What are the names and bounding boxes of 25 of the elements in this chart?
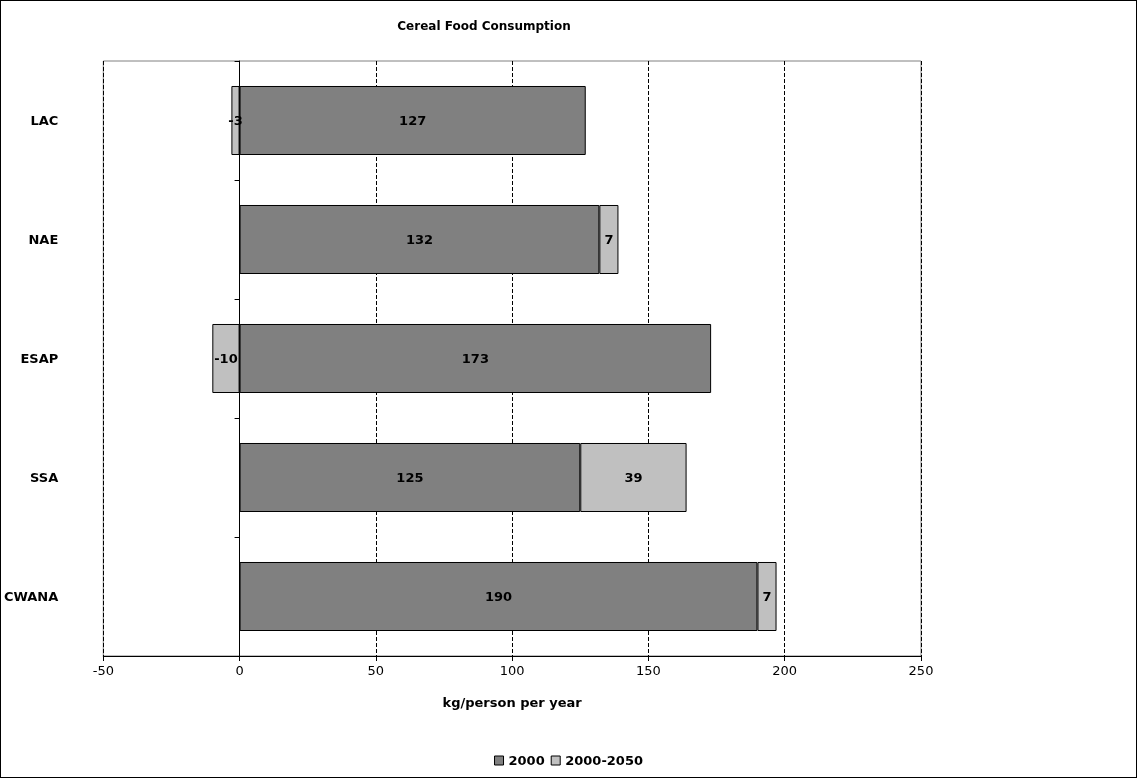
data-label: 7 (762, 589, 772, 604)
x-tick-label: 150 (636, 663, 661, 678)
y-tick-label: SSA (30, 470, 59, 485)
legend-label: 2000 (508, 753, 545, 768)
y-tick-label: CWANA (3, 589, 59, 604)
x-axis-title: kg/person per year (442, 695, 583, 710)
legend-label: 2000-2050 (565, 753, 643, 768)
data-label: 39 (624, 470, 643, 485)
data-label: 190 (484, 589, 513, 604)
data-label: 132 (405, 232, 434, 247)
x-tick-label: 200 (772, 663, 798, 678)
y-tick-label: ESAP (20, 351, 59, 366)
y-tick-label: NAE (28, 232, 59, 247)
x-tick-label: 250 (908, 663, 934, 678)
x-tick-label: 50 (367, 663, 385, 678)
data-label: 7 (604, 232, 614, 247)
x-tick-label: -50 (92, 663, 114, 678)
x-tick-label: 0 (235, 663, 244, 678)
y-tick-label: LAC (30, 113, 59, 128)
data-label: 127 (399, 113, 427, 128)
chart-title: Cereal Food Consumption (397, 19, 571, 33)
data-label: 173 (461, 351, 489, 366)
data-label: -10 (214, 351, 238, 366)
x-tick-label: 100 (499, 663, 525, 678)
data-label: 125 (396, 470, 424, 485)
